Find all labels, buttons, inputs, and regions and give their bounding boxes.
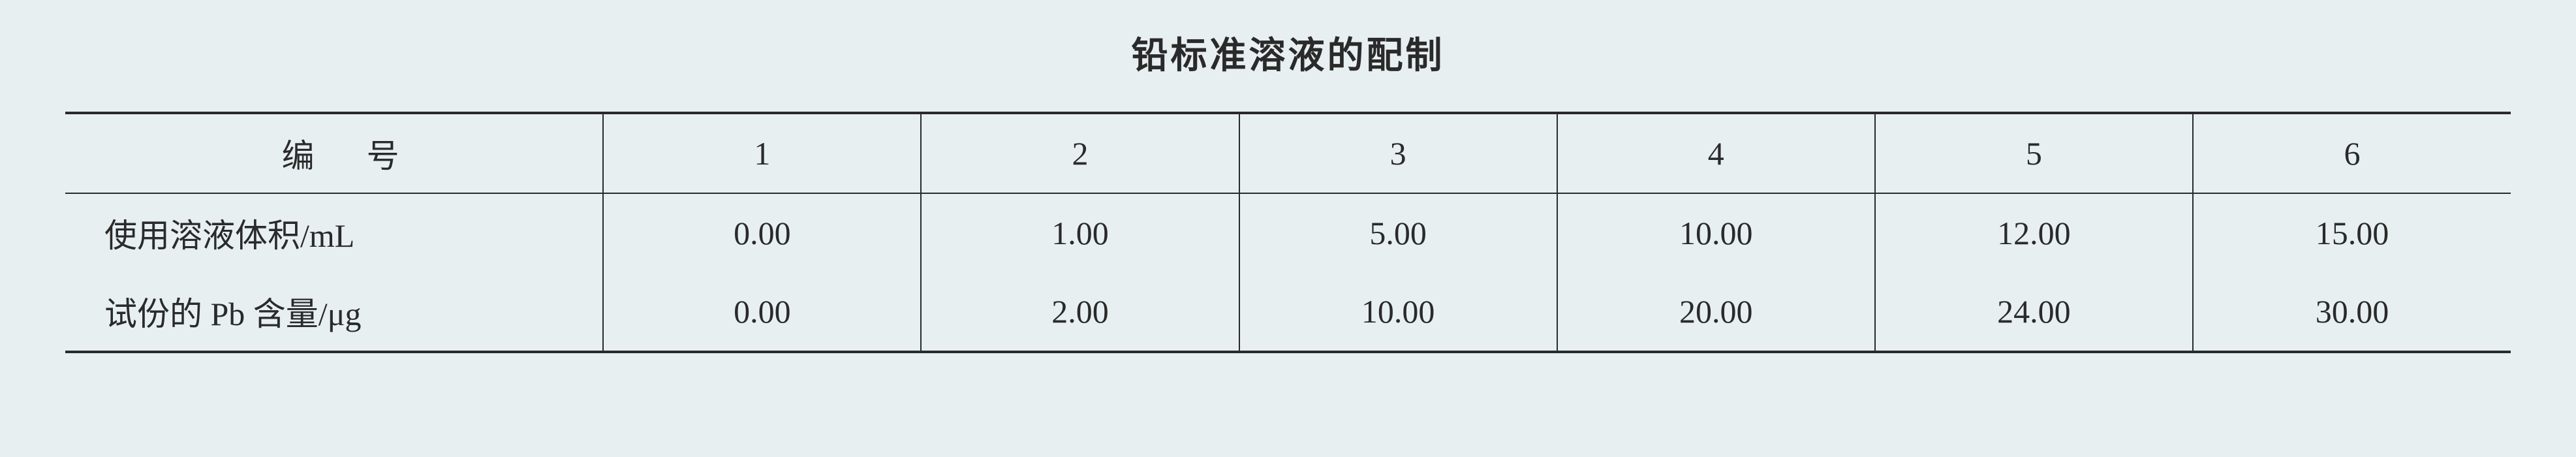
table-cell: 10.00 xyxy=(1557,193,1875,272)
table-cell: 15.00 xyxy=(2193,193,2511,272)
table-cell: 0.00 xyxy=(603,193,921,272)
table-cell: 1.00 xyxy=(921,193,1239,272)
table-cell: 0.00 xyxy=(603,272,921,352)
column-header: 1 xyxy=(603,113,921,193)
table-cell: 2.00 xyxy=(921,272,1239,352)
table-container: 铅标准溶液的配制 编号 1 2 3 4 5 6 使用溶液体积/mL 0.00 1… xyxy=(65,26,2511,353)
table-cell: 24.00 xyxy=(1875,272,2193,352)
row-label: 使用溶液体积/mL xyxy=(65,193,603,272)
table-header-row: 编号 1 2 3 4 5 6 xyxy=(65,113,2511,193)
data-table: 编号 1 2 3 4 5 6 使用溶液体积/mL 0.00 1.00 5.00 … xyxy=(65,112,2511,353)
row-label: 试份的 Pb 含量/μg xyxy=(65,272,603,352)
table-cell: 20.00 xyxy=(1557,272,1875,352)
table-cell: 5.00 xyxy=(1239,193,1557,272)
column-header: 4 xyxy=(1557,113,1875,193)
column-header: 3 xyxy=(1239,113,1557,193)
table-row: 使用溶液体积/mL 0.00 1.00 5.00 10.00 12.00 15.… xyxy=(65,193,2511,272)
table-cell: 12.00 xyxy=(1875,193,2193,272)
column-header: 5 xyxy=(1875,113,2193,193)
column-header: 2 xyxy=(921,113,1239,193)
column-header: 6 xyxy=(2193,113,2511,193)
table-cell: 10.00 xyxy=(1239,272,1557,352)
table-title: 铅标准溶液的配制 xyxy=(65,26,2511,79)
header-label: 编号 xyxy=(65,113,603,193)
table-row: 试份的 Pb 含量/μg 0.00 2.00 10.00 20.00 24.00… xyxy=(65,272,2511,352)
table-cell: 30.00 xyxy=(2193,272,2511,352)
